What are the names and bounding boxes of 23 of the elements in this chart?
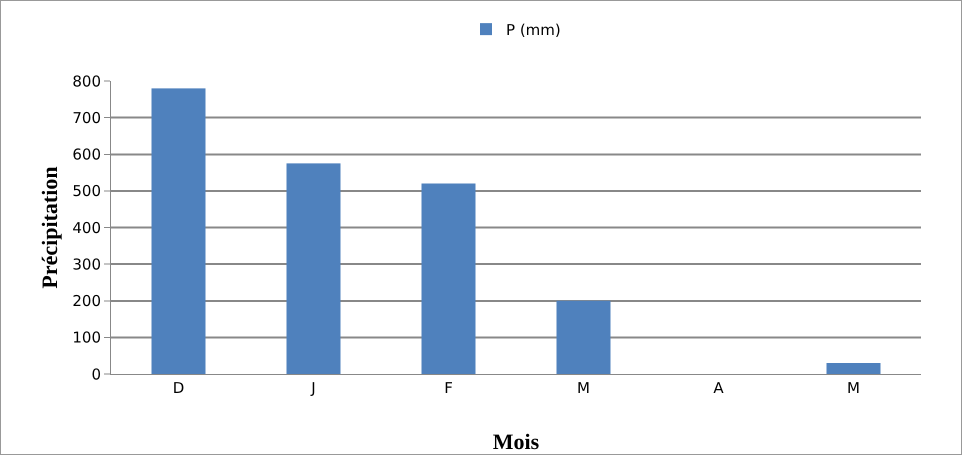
bar	[422, 184, 476, 374]
y-tick-label: 300	[72, 255, 101, 274]
x-tick-label: A	[713, 379, 724, 397]
x-tick-label: J	[310, 379, 316, 397]
x-tick-label: M	[577, 379, 590, 397]
y-tick-label: 700	[72, 108, 101, 127]
y-tick-label: 800	[72, 72, 101, 90]
y-tick-label: 600	[72, 146, 101, 164]
bar	[152, 88, 206, 374]
y-tick-label: 500	[72, 182, 101, 200]
y-tick-label: 400	[72, 218, 101, 237]
y-tick-label: 100	[72, 328, 101, 347]
bar	[826, 363, 880, 374]
y-tick-label: 200	[72, 292, 101, 310]
x-tick-label: F	[444, 379, 453, 397]
y-tick-label: 0	[91, 365, 101, 384]
bar	[556, 300, 610, 374]
x-axis-title: Mois	[492, 429, 540, 454]
x-tick-label: D	[172, 379, 184, 397]
bar	[286, 163, 340, 374]
legend-label: P (mm)	[506, 20, 561, 39]
x-tick-label: M	[847, 379, 860, 397]
y-axis-title: Précipitation	[37, 166, 62, 289]
